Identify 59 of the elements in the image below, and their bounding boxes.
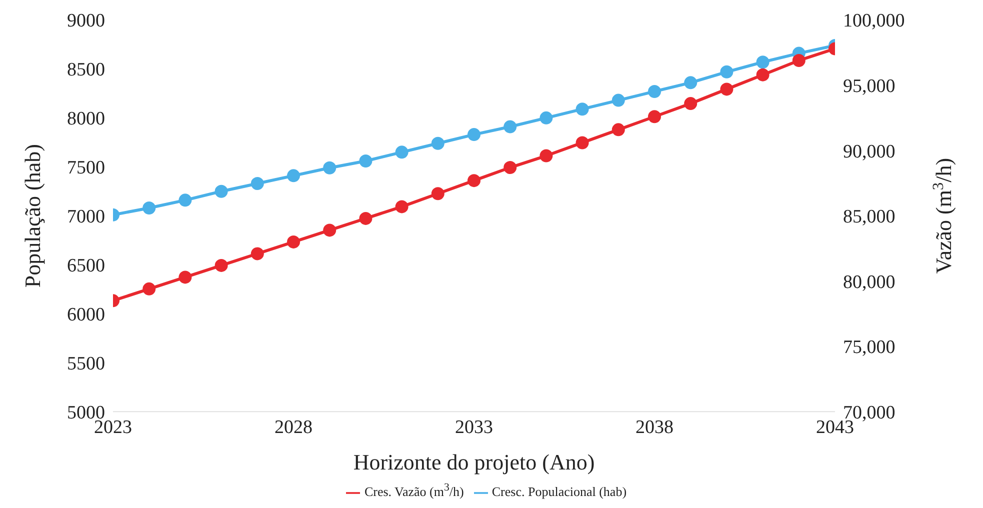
point — [612, 94, 625, 107]
y-tick-label: 5500 — [67, 353, 105, 374]
point — [178, 194, 192, 207]
x-tick-label: 2028 — [274, 417, 312, 438]
point — [214, 258, 228, 272]
point — [540, 149, 553, 162]
point — [468, 128, 480, 142]
x-tick-label: 2043 — [816, 417, 854, 438]
point — [142, 282, 156, 296]
point — [756, 68, 770, 82]
y-tick-label: 8500 — [67, 60, 105, 81]
legend-label: Cres. Vazão (m$^{3}$/h) — [364, 482, 464, 499]
y-tick-label: 7000 — [67, 206, 105, 228]
point — [323, 161, 336, 174]
point — [250, 177, 264, 190]
point — [684, 97, 698, 110]
legend-label: Cresc. Populacional (hab) — [492, 484, 627, 499]
y-tick-label: 7500 — [67, 158, 105, 179]
y-tick-label: 6000 — [67, 304, 105, 326]
point — [576, 102, 589, 116]
point — [214, 184, 228, 198]
point — [648, 84, 661, 98]
y2-tick-label: 75,000 — [843, 337, 896, 358]
point — [142, 201, 156, 214]
point — [684, 76, 698, 90]
point — [395, 200, 408, 214]
point — [648, 110, 661, 124]
y2-tick-label: 95,000 — [843, 76, 896, 98]
y-axis-title: População (hab) — [20, 144, 45, 288]
point — [504, 161, 517, 174]
point — [431, 136, 444, 150]
y-tick-label: 8000 — [67, 108, 105, 130]
point — [720, 82, 734, 96]
point — [504, 120, 517, 134]
point — [359, 154, 372, 168]
point — [720, 65, 734, 78]
y-tick-label: 9000 — [67, 10, 105, 32]
x-axis-title: Horizonte do projeto (Ano) — [353, 450, 595, 475]
y-tick-label: 6500 — [67, 256, 105, 277]
x-tick-label: 2033 — [455, 417, 493, 438]
point — [540, 111, 553, 124]
y2-tick-label: 100,000 — [843, 10, 905, 32]
y2-tick-label: 90,000 — [843, 141, 896, 162]
y2-tick-label: 85,000 — [843, 206, 896, 228]
point — [178, 270, 192, 284]
point — [250, 247, 264, 260]
point — [323, 224, 336, 237]
x-tick-label: 2038 — [636, 417, 674, 438]
point — [359, 212, 372, 225]
y2-tick-label: 80,000 — [843, 272, 896, 293]
point — [612, 123, 625, 136]
point — [468, 174, 480, 188]
point — [431, 187, 444, 200]
point — [287, 235, 300, 248]
point — [756, 56, 770, 69]
point — [395, 146, 408, 159]
point — [792, 54, 806, 67]
point — [287, 169, 300, 182]
point — [576, 136, 589, 150]
